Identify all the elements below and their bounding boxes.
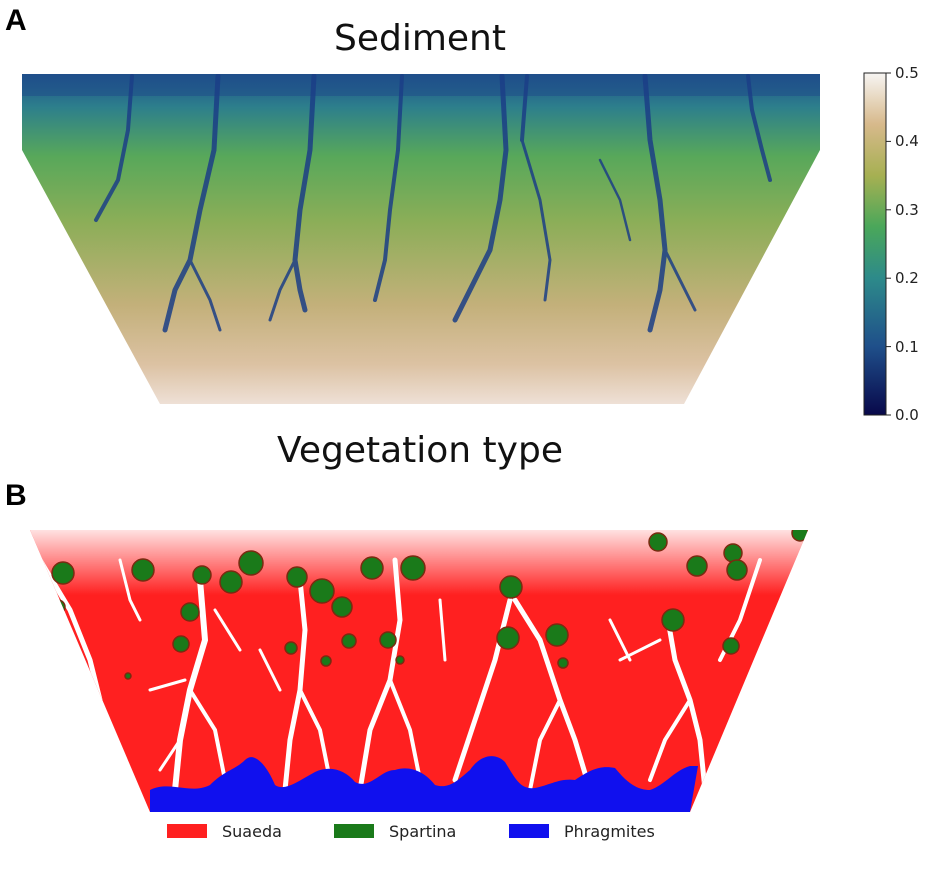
legend-swatch-phragmites [509,824,549,838]
colorbar-tick-4: 0.4 [895,132,919,150]
colorbar-tick-2: 0.2 [895,269,919,287]
colorbar-tick-0: 0.0 [895,406,919,424]
colorbar-tick-3: 0.3 [895,201,919,219]
legend-swatch-suaeda [167,824,207,838]
colorbar-tick-5: 0.5 [895,64,919,82]
sediment-map [22,74,820,404]
colorbar: 0.0 0.1 0.2 0.3 0.4 0.5 [863,64,919,424]
panel-a-letter: A [5,4,27,37]
vegetation-title: Vegetation type [277,430,563,471]
panel-b-letter: B [5,479,27,512]
vegetation-legend: Suaeda Spartina Phragmites [167,822,655,841]
vegetation-map [30,530,808,812]
colorbar-tick-1: 0.1 [895,338,919,356]
sediment-title: Sediment [334,18,506,59]
legend-label-phragmites: Phragmites [564,822,655,841]
legend-label-spartina: Spartina [389,822,456,841]
legend-label-suaeda: Suaeda [222,822,282,841]
legend-swatch-spartina [334,824,374,838]
